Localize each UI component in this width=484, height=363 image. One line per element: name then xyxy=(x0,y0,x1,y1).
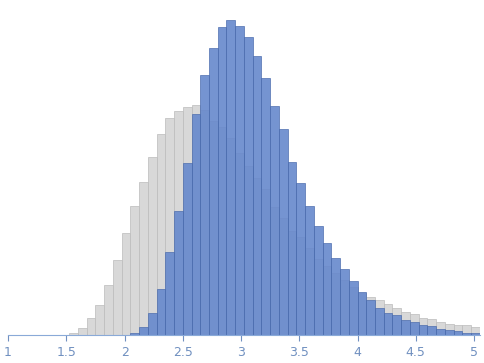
Bar xyxy=(218,27,227,335)
Bar xyxy=(139,327,148,335)
Bar xyxy=(244,37,253,335)
Bar xyxy=(349,287,358,335)
Bar xyxy=(148,314,157,335)
Bar xyxy=(261,189,270,335)
Bar xyxy=(227,20,235,335)
Bar xyxy=(401,312,410,335)
Bar xyxy=(296,183,305,335)
Bar xyxy=(192,114,200,335)
Bar xyxy=(314,259,323,335)
Bar xyxy=(227,138,235,335)
Bar xyxy=(375,301,384,335)
Bar xyxy=(200,75,209,335)
Bar xyxy=(393,315,401,335)
Bar xyxy=(279,129,287,335)
Bar xyxy=(235,26,244,335)
Bar xyxy=(384,313,393,335)
Bar xyxy=(332,258,340,335)
Bar xyxy=(183,163,192,335)
Bar xyxy=(296,237,305,335)
Bar xyxy=(174,111,183,335)
Bar xyxy=(78,329,87,335)
Bar xyxy=(410,322,419,335)
Bar xyxy=(139,182,148,335)
Bar xyxy=(436,329,445,335)
Bar xyxy=(462,325,471,335)
Bar xyxy=(157,289,166,335)
Bar xyxy=(375,307,384,335)
Bar xyxy=(113,260,121,335)
Bar xyxy=(436,322,445,335)
Bar xyxy=(419,318,427,335)
Bar xyxy=(323,266,332,335)
Bar xyxy=(174,211,183,335)
Bar xyxy=(349,281,358,335)
Bar xyxy=(218,127,227,335)
Bar xyxy=(305,206,314,335)
Bar xyxy=(279,218,287,335)
Bar xyxy=(235,153,244,335)
Bar xyxy=(340,269,349,335)
Bar xyxy=(323,242,332,335)
Bar xyxy=(471,333,480,335)
Bar xyxy=(445,330,454,335)
Bar xyxy=(366,299,375,335)
Bar xyxy=(270,106,279,335)
Bar xyxy=(209,48,218,335)
Bar xyxy=(244,166,253,335)
Bar xyxy=(130,333,139,335)
Bar xyxy=(314,227,323,335)
Bar xyxy=(471,327,480,335)
Bar xyxy=(366,297,375,335)
Bar xyxy=(358,293,366,335)
Bar xyxy=(287,231,296,335)
Bar xyxy=(305,248,314,335)
Bar xyxy=(200,110,209,335)
Bar xyxy=(340,280,349,335)
Bar xyxy=(148,156,157,335)
Bar xyxy=(95,305,104,335)
Bar xyxy=(270,207,279,335)
Bar xyxy=(121,233,130,335)
Bar xyxy=(462,333,471,335)
Bar xyxy=(209,122,218,335)
Bar xyxy=(445,324,454,335)
Bar xyxy=(393,309,401,335)
Bar xyxy=(287,162,296,335)
Bar xyxy=(157,134,166,335)
Bar xyxy=(183,107,192,335)
Bar xyxy=(427,319,436,335)
Bar xyxy=(261,78,270,335)
Bar xyxy=(454,325,462,335)
Bar xyxy=(384,304,393,335)
Bar xyxy=(454,331,462,335)
Bar xyxy=(427,326,436,335)
Bar xyxy=(410,314,419,335)
Bar xyxy=(69,333,78,335)
Bar xyxy=(166,118,174,335)
Bar xyxy=(332,273,340,335)
Bar xyxy=(401,319,410,335)
Bar xyxy=(87,318,95,335)
Bar xyxy=(253,178,261,335)
Bar xyxy=(166,252,174,335)
Bar xyxy=(358,292,366,335)
Bar xyxy=(104,285,113,335)
Bar xyxy=(130,206,139,335)
Bar xyxy=(192,105,200,335)
Bar xyxy=(419,325,427,335)
Bar xyxy=(253,56,261,335)
